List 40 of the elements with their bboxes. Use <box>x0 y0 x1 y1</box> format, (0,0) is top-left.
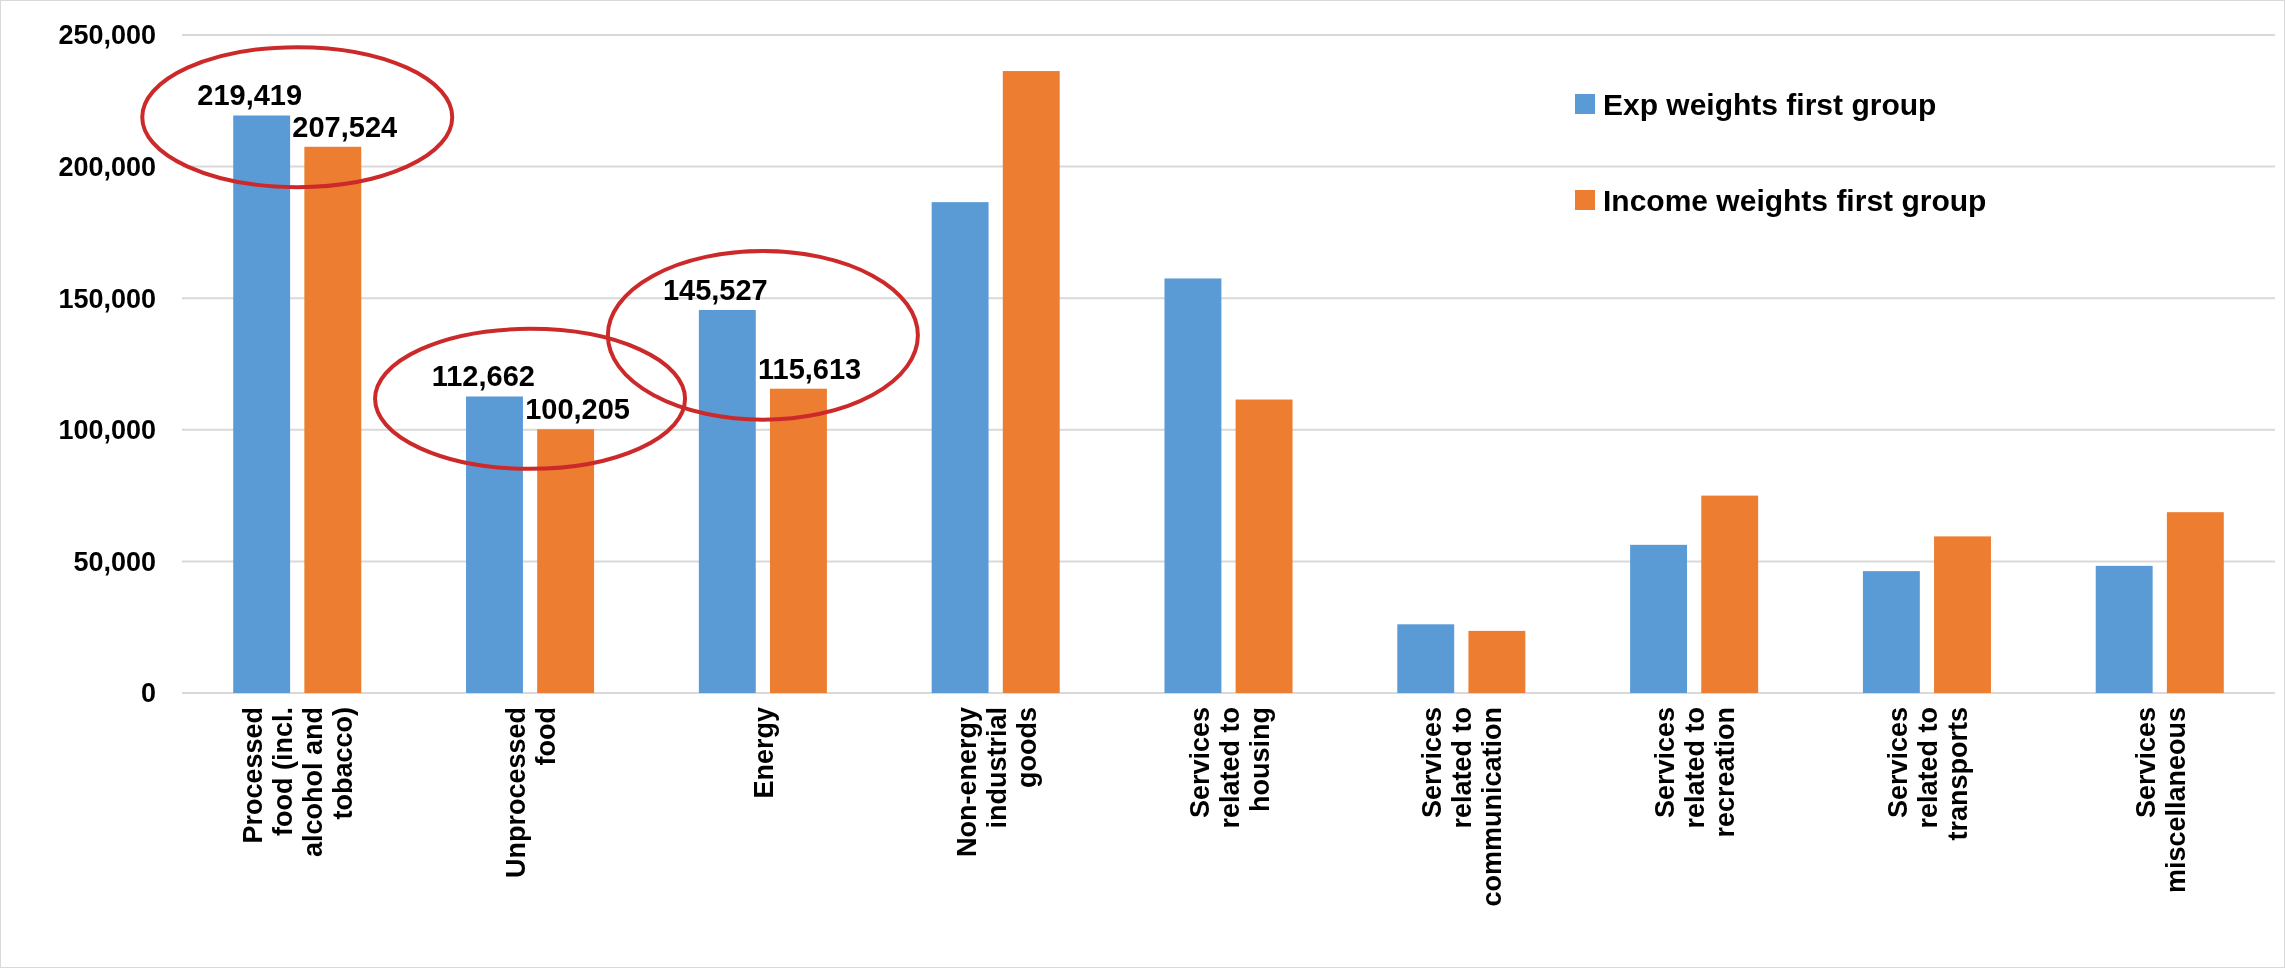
y-tick-label: 150,000 <box>58 283 156 314</box>
bar <box>698 309 756 693</box>
bar <box>931 202 989 693</box>
bar <box>1164 278 1222 693</box>
bar <box>233 115 291 693</box>
y-tick-label: 0 <box>140 678 156 709</box>
y-tick-label: 50,000 <box>73 546 156 577</box>
bar <box>537 429 595 693</box>
data-label: 112,662 <box>431 360 535 393</box>
bar <box>769 388 827 693</box>
data-label: 219,419 <box>197 79 303 112</box>
data-label: 115,613 <box>757 352 862 385</box>
legend-label: Exp weights first group <box>1603 87 1937 121</box>
x-tick-label: Energy <box>748 707 779 799</box>
bar <box>1934 536 1991 693</box>
legend-label: Income weights first group <box>1603 183 1987 217</box>
data-label: 100,205 <box>525 393 630 426</box>
bar <box>2166 512 2224 693</box>
bar <box>1630 544 1688 693</box>
bar <box>1468 630 1526 693</box>
x-tick-label: Services miscellaneous <box>2130 707 2191 894</box>
bar <box>1397 624 1455 693</box>
bar <box>1701 495 1759 693</box>
bar <box>1862 571 1920 693</box>
x-tick-label: Services related to housing <box>1184 707 1275 829</box>
y-tick-label: 100,000 <box>58 415 156 446</box>
bar <box>466 396 523 693</box>
bar <box>1235 399 1293 693</box>
bar <box>1002 71 1060 693</box>
bar <box>2095 565 2153 693</box>
x-tick-label: Services related to recreation <box>1650 707 1741 838</box>
x-tick-label: Non-energy industrial goods <box>951 707 1042 858</box>
x-tick-label: Services related to transports <box>1882 707 1973 841</box>
bar <box>304 146 362 693</box>
data-label: 145,527 <box>662 273 768 306</box>
y-tick-label: 200,000 <box>58 152 156 183</box>
x-tick-label: Unprocessed food <box>501 707 562 879</box>
data-label: 207,524 <box>292 110 398 143</box>
y-tick-label: 250,000 <box>58 20 156 51</box>
x-tick-label: Processed food (incl. alcohol and tobacco) <box>238 707 359 858</box>
